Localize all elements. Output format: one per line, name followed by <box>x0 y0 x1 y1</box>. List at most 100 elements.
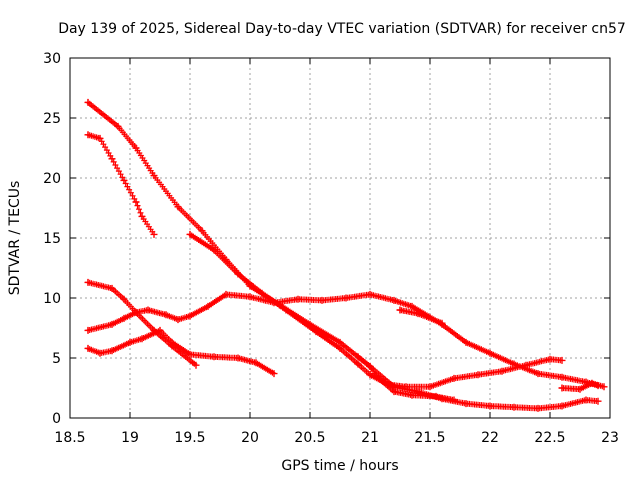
series-track-2 <box>84 131 158 238</box>
y-tick-label: 20 <box>43 171 61 187</box>
data-point <box>594 397 602 405</box>
data-point <box>486 402 494 410</box>
data-point <box>252 359 260 367</box>
data-point <box>162 311 170 319</box>
x-tick-label: 19.5 <box>174 430 205 446</box>
data-point <box>408 302 416 310</box>
data-point <box>84 278 92 286</box>
data-point <box>198 227 206 235</box>
data-point <box>126 338 134 346</box>
data-point <box>84 326 92 334</box>
y-tick-label: 10 <box>43 291 61 307</box>
data-point <box>558 384 566 392</box>
y-axis-label: SDTVAR / TECUs <box>7 181 23 296</box>
data-point <box>192 361 200 369</box>
data-point <box>462 400 470 408</box>
data-point <box>96 349 104 357</box>
data-point <box>150 172 158 180</box>
data-point <box>354 353 362 361</box>
data-point <box>294 295 302 303</box>
data-point <box>558 402 566 410</box>
data-point <box>546 355 554 363</box>
y-tick-label: 5 <box>52 351 61 367</box>
data-point <box>372 372 380 380</box>
data-point <box>366 290 374 298</box>
data-point <box>132 198 140 206</box>
data-point <box>558 356 566 364</box>
x-tick-label: 22 <box>481 430 499 446</box>
data-point <box>270 370 278 378</box>
series-track-9 <box>558 379 608 393</box>
y-tick-labels: 0 5 10 15 20 25 30 <box>43 51 61 427</box>
data-point <box>132 144 140 152</box>
chart-title: Day 139 of 2025, Sidereal Day-to-day VTE… <box>58 21 626 37</box>
data-point <box>168 338 176 346</box>
data-point <box>234 270 242 278</box>
x-tick-label: 22.5 <box>534 430 565 446</box>
data-point <box>210 246 218 254</box>
data-point <box>450 374 458 382</box>
x-tick-label: 18.5 <box>54 430 85 446</box>
data-point <box>186 312 194 320</box>
data-point <box>84 98 92 106</box>
data-point <box>204 302 212 310</box>
data-point <box>312 328 320 336</box>
data-point <box>108 155 116 163</box>
x-tick-label: 21.5 <box>414 430 445 446</box>
series-track-6 <box>186 230 566 391</box>
data-point <box>222 290 230 298</box>
data-point <box>534 370 542 378</box>
data-point <box>354 360 362 368</box>
data-point <box>96 134 104 142</box>
x-tick-label: 20 <box>241 430 259 446</box>
data-point <box>156 326 164 334</box>
data-point <box>108 347 116 355</box>
data-point <box>132 308 140 316</box>
data-point <box>576 385 584 393</box>
data-point <box>390 296 398 304</box>
data-point <box>342 294 350 302</box>
y-tick-label: 25 <box>43 111 61 127</box>
data-point <box>336 344 344 352</box>
data-point <box>582 396 590 404</box>
data-point <box>462 338 470 346</box>
series-track-8 <box>396 306 446 327</box>
data-point <box>120 295 128 303</box>
y-tick-label: 30 <box>43 51 61 67</box>
data-point <box>474 371 482 379</box>
data-point <box>432 392 440 400</box>
data-series <box>84 98 608 412</box>
y-tick-label: 15 <box>43 231 61 247</box>
data-point <box>114 122 122 130</box>
data-point <box>246 293 254 301</box>
series-line <box>85 131 156 235</box>
data-point <box>588 379 596 387</box>
data-point <box>558 373 566 381</box>
data-point <box>426 383 434 391</box>
data-point <box>120 176 128 184</box>
data-point <box>108 320 116 328</box>
data-point <box>366 371 374 379</box>
data-point <box>174 203 182 211</box>
data-point <box>438 319 446 327</box>
data-point <box>138 335 146 343</box>
x-tick-label: 21 <box>361 430 379 446</box>
data-point <box>408 391 416 399</box>
data-point <box>210 353 218 361</box>
y-tick-label: 0 <box>52 411 61 427</box>
data-point <box>84 344 92 352</box>
axis-ticks <box>69 57 611 419</box>
data-point <box>84 131 92 139</box>
grid-lines <box>70 58 610 418</box>
data-point <box>336 338 344 346</box>
data-point <box>174 316 182 324</box>
data-point <box>486 349 494 357</box>
x-tick-labels: 18.5 19 19.5 20 20.5 21 21.5 22 22.5 23 <box>54 430 619 446</box>
data-point <box>282 306 290 314</box>
x-axis-label: GPS time / hours <box>281 458 398 474</box>
data-point <box>414 310 422 318</box>
data-point <box>366 362 374 370</box>
series-track-7 <box>354 353 458 404</box>
data-point <box>108 284 116 292</box>
